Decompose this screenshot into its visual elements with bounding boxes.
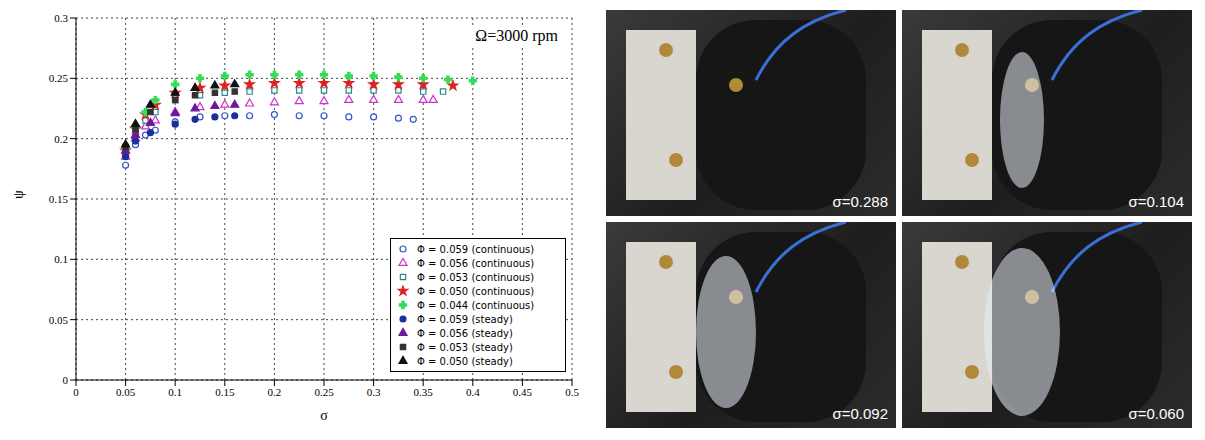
svg-text:0.4: 0.4 xyxy=(466,386,480,398)
html-text:Φ = 0.059 (steady): Φ = 0.059 (steady) xyxy=(417,313,513,325)
svg-text:0.05: 0.05 xyxy=(49,314,69,326)
svg-text:0.25: 0.25 xyxy=(49,72,69,84)
html-text:Φ = 0.044 (continuous): Φ = 0.044 (continuous) xyxy=(417,299,535,311)
svg-text:0: 0 xyxy=(63,374,69,386)
svg-text:0.05: 0.05 xyxy=(116,386,136,398)
html-text:σ=0.092: σ=0.092 xyxy=(832,405,888,422)
html-text:σ=0.288: σ=0.288 xyxy=(832,193,888,210)
svg-text:σ: σ xyxy=(320,408,328,423)
svg-text:0.5: 0.5 xyxy=(565,386,579,398)
html-text:Φ = 0.059 (continuous): Φ = 0.059 (continuous) xyxy=(417,243,535,255)
html-text:Φ = 0.050 (steady): Φ = 0.050 (steady) xyxy=(417,355,513,367)
html-text:σ=0.060: σ=0.060 xyxy=(1128,405,1184,422)
html-text:σ=0.104: σ=0.104 xyxy=(1128,193,1184,210)
svg-text:0: 0 xyxy=(73,386,79,398)
svg-text:0.15: 0.15 xyxy=(215,386,235,398)
svg-text:0.2: 0.2 xyxy=(268,386,282,398)
svg-text:0.3: 0.3 xyxy=(54,12,68,24)
svg-text:0.3: 0.3 xyxy=(367,386,381,398)
svg-text:0.1: 0.1 xyxy=(54,253,68,265)
svg-text:0.1: 0.1 xyxy=(168,386,182,398)
html-text:Φ = 0.050 (continuous): Φ = 0.050 (continuous) xyxy=(417,285,535,297)
svg-text:0.2: 0.2 xyxy=(54,133,68,145)
html-text:Φ = 0.056 (steady): Φ = 0.056 (steady) xyxy=(417,327,513,339)
svg-text:0.15: 0.15 xyxy=(49,193,69,205)
svg-text:ψ: ψ xyxy=(11,190,26,199)
svg-text:0.25: 0.25 xyxy=(314,386,334,398)
html-text:Ω=3000 rpm: Ω=3000 rpm xyxy=(475,27,558,44)
svg-text:0.35: 0.35 xyxy=(414,386,434,398)
html-text:Φ = 0.056 (continuous): Φ = 0.056 (continuous) xyxy=(417,257,535,269)
html-text:Φ = 0.053 (continuous): Φ = 0.053 (continuous) xyxy=(417,271,535,283)
html-text:Φ = 0.053 (steady): Φ = 0.053 (steady) xyxy=(417,341,513,353)
svg-text:0.45: 0.45 xyxy=(513,386,533,398)
